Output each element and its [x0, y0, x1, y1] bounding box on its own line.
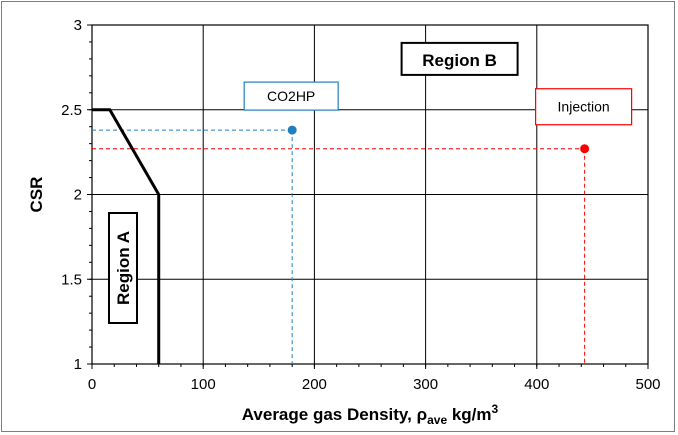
x-tick-label: 500	[635, 376, 660, 393]
y-tick-label: 1	[74, 356, 82, 373]
x-axis-ticks: 0 100 200 300 400 500	[88, 364, 661, 393]
gridlines	[91, 24, 649, 365]
x-axis-title-sub: ave	[427, 413, 447, 427]
y-tick-label: 1.5	[61, 271, 82, 288]
region-labels: Region B Region A	[108, 41, 519, 324]
x-axis-title: Average gas Density, ρave kg/m3	[242, 402, 499, 427]
x-tick-label: 100	[191, 376, 216, 393]
region-boundary-line	[92, 108, 161, 364]
region-b-box	[400, 41, 519, 76]
x-axis-title-sup: 3	[492, 402, 499, 416]
y-tick-label: 2.5	[61, 102, 82, 119]
y-axis-ticks: 1 1.5 2 2.5 3	[61, 17, 92, 373]
data-point-marker	[287, 125, 297, 135]
point-callout-label: CO2HP	[267, 88, 315, 104]
y-axis-title: CSR	[27, 177, 46, 213]
x-tick-label: 300	[413, 376, 438, 393]
region-a-label: Region A	[114, 231, 133, 305]
data-point-marker	[580, 144, 590, 154]
region-a-group: Region A	[108, 212, 138, 324]
region-b-label: Region B	[422, 51, 497, 70]
data-points: CO2HP Injection	[243, 81, 633, 154]
y-tick-label: 3	[74, 17, 82, 34]
point-callout-box	[243, 81, 339, 111]
x-tick-label: 0	[88, 376, 96, 393]
x-axis-title-unit: kg/m	[447, 405, 491, 424]
y-tick-label: 2	[74, 187, 82, 204]
point-callout-label: Injection	[558, 99, 610, 115]
guide-lines	[92, 129, 586, 364]
x-tick-label: 200	[302, 376, 327, 393]
x-tick-label: 400	[524, 376, 549, 393]
point-callout-box	[535, 88, 633, 126]
region-a-box	[108, 212, 138, 324]
x-axis-title-main: Average gas Density, ρ	[242, 405, 427, 424]
